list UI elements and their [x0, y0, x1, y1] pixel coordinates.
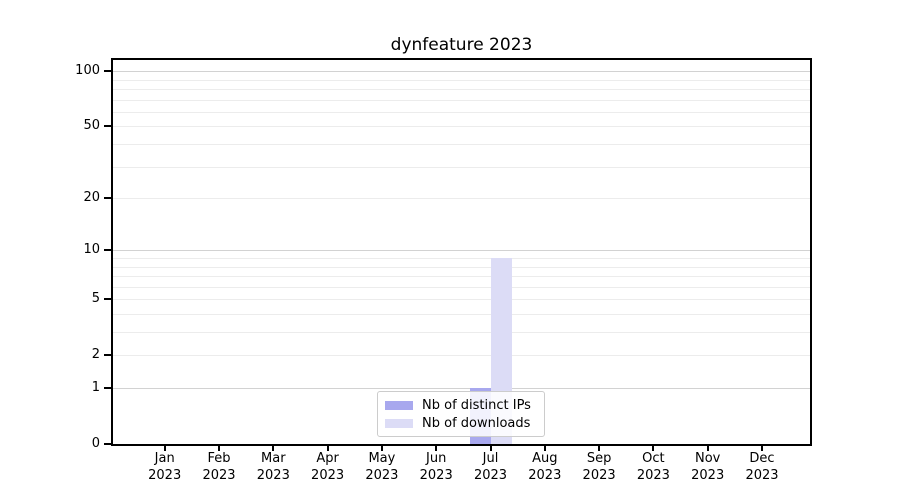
- x-tick-label: Dec 2023: [745, 451, 779, 483]
- major-gridline: [113, 388, 810, 389]
- legend: Nb of distinct IPs Nb of downloads: [377, 391, 545, 437]
- minor-gridline: [113, 266, 810, 268]
- legend-label-downloads: Nb of downloads: [422, 415, 531, 431]
- x-tick-mark: [218, 446, 220, 451]
- legend-label-distinct-ips: Nb of distinct IPs: [422, 397, 531, 413]
- x-tick-mark: [761, 446, 763, 451]
- x-tick-label: Oct 2023: [636, 451, 670, 483]
- minor-gridline: [113, 332, 810, 333]
- x-tick-mark: [435, 446, 438, 451]
- y-tick-label: 50: [83, 118, 100, 134]
- y-tick-label: 20: [83, 190, 100, 206]
- x-tick-mark: [598, 446, 601, 451]
- legend-swatch-downloads: [385, 418, 413, 428]
- minor-gridline: [113, 198, 810, 200]
- x-tick-mark: [163, 446, 166, 451]
- y-tick-mark: [104, 354, 111, 357]
- legend-swatch-distinct-ips: [385, 400, 413, 410]
- x-tick-label: Nov 2023: [691, 451, 725, 483]
- x-tick-mark: [272, 446, 275, 451]
- y-tick-mark: [104, 70, 111, 73]
- x-tick-label: May 2023: [365, 451, 399, 483]
- minor-gridline: [113, 166, 810, 168]
- y-tick-label: 5: [91, 291, 100, 307]
- x-tick-label: Sep 2023: [582, 451, 616, 483]
- y-tick-label: 100: [75, 63, 100, 79]
- major-gridline: [113, 250, 810, 252]
- y-tick-mark: [104, 443, 111, 445]
- major-gridline: [113, 71, 810, 73]
- chart-title: dynfeature 2023: [390, 35, 533, 55]
- x-tick-mark: [489, 446, 492, 451]
- minor-gridline: [113, 99, 810, 101]
- legend-item-downloads: Nb of downloads: [385, 414, 536, 432]
- x-tick-label: Jul 2023: [473, 451, 508, 483]
- minor-gridline: [113, 299, 810, 301]
- minor-gridline: [113, 314, 810, 315]
- y-tick-mark: [104, 197, 111, 200]
- y-tick-label: 1: [91, 380, 100, 395]
- x-tick-mark: [380, 446, 383, 451]
- y-tick-label: 2: [91, 347, 100, 363]
- x-tick-label: Apr 2023: [311, 451, 345, 483]
- y-tick-mark: [104, 387, 111, 389]
- y-tick-mark: [104, 125, 111, 128]
- x-tick-label: Jun 2023: [419, 451, 453, 483]
- minor-gridline: [113, 276, 810, 277]
- x-tick-mark: [652, 446, 655, 451]
- x-tick-mark: [543, 446, 546, 451]
- minor-gridline: [113, 144, 810, 145]
- minor-gridline: [113, 79, 810, 81]
- minor-gridline: [113, 89, 810, 90]
- minor-gridline: [113, 111, 810, 113]
- minor-gridline: [113, 258, 810, 259]
- x-tick-label: Feb 2023: [202, 451, 236, 483]
- minor-gridline: [113, 126, 810, 128]
- legend-item-distinct-ips: Nb of distinct IPs: [385, 396, 536, 414]
- x-tick-mark: [706, 446, 709, 451]
- minor-gridline: [113, 355, 810, 357]
- x-tick-label: Mar 2023: [256, 451, 290, 483]
- x-tick-label: Aug 2023: [528, 451, 562, 483]
- minor-gridline: [113, 286, 810, 288]
- y-tick-mark: [104, 249, 111, 252]
- y-tick-label: 10: [83, 242, 100, 258]
- y-tick-label: 0: [91, 436, 100, 451]
- y-tick-mark: [104, 298, 111, 301]
- x-tick-label: Jan 2023: [148, 451, 182, 483]
- x-tick-mark: [326, 446, 329, 451]
